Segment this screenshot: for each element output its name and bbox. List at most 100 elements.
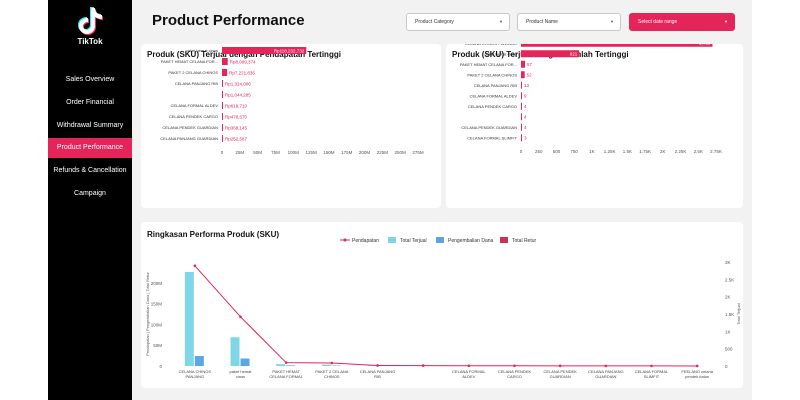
- main-content: Product Performance Product Category ▼ P…: [132, 0, 752, 400]
- sidebar-item-campaign[interactable]: Campaign: [74, 190, 106, 197]
- x-tick-label: CELANA CHINOS: [179, 369, 212, 374]
- x-tick-label: CHINOS: [324, 374, 340, 379]
- sidebar-item-refunds-cancellation[interactable]: Refunds & Cancellation: [53, 167, 127, 174]
- x-tick-label: RIB: [374, 374, 381, 379]
- x-tick-label: GUARDIAN: [550, 374, 571, 379]
- revenue-bar-chart: CELANA CHINOS PANJANGRp240,900,114paket …: [160, 47, 424, 155]
- product-name-dropdown[interactable]: Product Name ▼: [517, 13, 621, 31]
- x-tick-label: cinos: [236, 374, 245, 379]
- date-range-label: Select date range: [638, 19, 678, 25]
- legend-swatch: [436, 237, 444, 243]
- x-tick-label: 225M: [377, 150, 389, 155]
- quantity-bar-chart: CELANA CHINOS PANJANG 2,700 paket hemat ci…: [460, 44, 722, 154]
- product-name-label: Product Name: [526, 19, 558, 25]
- data-label: 4: [524, 125, 527, 130]
- pendapatan-point: [376, 364, 379, 367]
- y-right-tick-label: 1K: [725, 329, 731, 334]
- chevron-down-icon: ▼: [724, 19, 728, 24]
- bar: [222, 58, 228, 65]
- legend-label: Total Retur: [512, 238, 537, 244]
- pendapatan-point: [467, 364, 471, 368]
- revenue-bar-card: Produk (SKU) Terjual dengan Pendapatan T…: [141, 44, 441, 208]
- x-tick-label: 50M: [253, 150, 262, 155]
- y-left-tick-label: 150M: [151, 302, 163, 307]
- product-category-dropdown[interactable]: Product Category ▼: [406, 13, 510, 31]
- data-label: Rp252,587: [225, 136, 248, 141]
- y-right-axis-label: Total Terjual: [736, 303, 741, 324]
- legend-label: Pendapatan: [352, 238, 379, 244]
- bar: [222, 47, 307, 54]
- summary-chart-title: Ringkasan Performa Produk (SKU): [147, 230, 280, 239]
- y-right-tick-label: 0: [725, 364, 728, 369]
- bar: [222, 135, 223, 142]
- data-label: 4: [524, 115, 527, 120]
- x-tick-label: CELANA PANJANG: [588, 369, 624, 374]
- pendapatan-point: [604, 364, 608, 368]
- category-label: PAKET HEMAT CELANA FOR...: [460, 62, 517, 67]
- x-tick-label: CELANA FORMAL: [635, 369, 669, 374]
- sidebar: TikTok Sales Overview Order Financial Wi…: [48, 0, 132, 400]
- revenue-chart-title: Produk (SKU) Terjual dengan Pendapatan T…: [147, 50, 341, 59]
- category-label: CELANA PANJANG GUARDIAN: [160, 136, 218, 141]
- bar: [521, 92, 522, 100]
- pendapatan-point: [193, 264, 197, 268]
- x-tick-label: pendek katun: [685, 374, 709, 379]
- data-label: 3: [524, 136, 527, 141]
- quantity-bar-card: Produk (SKU) Terjual dengan Jumlah Terti…: [446, 44, 743, 208]
- bar: [222, 69, 228, 76]
- bar: [222, 80, 223, 87]
- bar: [521, 123, 522, 131]
- x-tick-label: 1.25K: [604, 149, 616, 154]
- data-label: 57: [527, 62, 533, 67]
- y-left-tick-label: 100M: [151, 322, 163, 327]
- page-title: Product Performance: [152, 12, 305, 29]
- y-right-tick-label: 2K: [725, 295, 731, 300]
- data-label: 9: [524, 94, 527, 99]
- bar: [521, 81, 522, 89]
- bar: [521, 102, 522, 110]
- x-tick-label: 2.75K: [710, 149, 722, 154]
- x-tick-label: CELANA PENDEK: [498, 369, 532, 374]
- bar: [521, 113, 522, 121]
- x-tick-label: 175M: [341, 150, 353, 155]
- category-label: CELANA PANJANG RIB: [474, 83, 518, 88]
- bar: [521, 44, 713, 47]
- pendapatan-point: [239, 315, 242, 319]
- y-left-tick-label: 200M: [151, 281, 163, 286]
- bar-total-terjual: [321, 364, 331, 366]
- x-tick-label: 125M: [305, 150, 317, 155]
- bar: [521, 50, 580, 58]
- x-tick-label: FEELANO celana: [681, 369, 713, 374]
- x-tick-label: 2.25K: [675, 149, 687, 154]
- bar: [222, 91, 223, 98]
- bar: [222, 124, 223, 131]
- date-range-picker[interactable]: Select date range ▼: [629, 13, 735, 31]
- bar-pengembalian-dana: [194, 356, 204, 366]
- bar-pengembalian-dana: [240, 358, 250, 366]
- sidebar-item-product-performance[interactable]: Product Performance: [48, 138, 132, 158]
- bar-total-terjual: [184, 271, 194, 366]
- x-tick-label: 100M: [288, 150, 300, 155]
- x-tick-label: SLIMFIT: [644, 374, 660, 379]
- category-label: CELANA FORMAL ALDEV: [171, 103, 219, 108]
- data-label: Rp7,221,836: [229, 70, 255, 75]
- sidebar-item-withdrawal-summary[interactable]: Withdrawal Summary: [56, 122, 124, 129]
- x-tick-label: ALDEV: [462, 374, 475, 379]
- bar-total-terjual: [276, 364, 286, 366]
- y-right-tick-label: 3K: [725, 260, 731, 265]
- data-label: 821: [570, 52, 578, 57]
- data-label: Rp368,145: [225, 125, 248, 130]
- x-tick-label: GUARDIAN: [595, 374, 616, 379]
- sidebar-item-order-financial[interactable]: Order Financial: [66, 99, 114, 106]
- category-label: CELANA PENDEK CARGO: [468, 104, 517, 109]
- category-label: paket hemat cinos: [485, 51, 517, 56]
- sidebar-item-sales-overview[interactable]: Sales Overview: [65, 76, 115, 83]
- y-right-tick-label: 500: [725, 347, 733, 352]
- x-tick-label: 200M: [359, 150, 371, 155]
- data-label: Rp8,009,374: [230, 59, 256, 64]
- x-tick-label: 2K: [660, 149, 666, 154]
- product-category-label: Product Category: [415, 19, 454, 25]
- bar: [222, 113, 223, 120]
- category-label: CELANA CHINOS PANJANG: [465, 44, 517, 46]
- pendapatan-point: [558, 364, 562, 368]
